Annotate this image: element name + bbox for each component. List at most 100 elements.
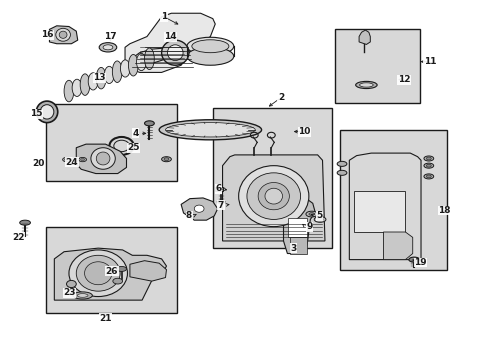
Bar [288,218,306,237]
Text: 10: 10 [297,127,310,136]
Ellipse shape [408,257,419,262]
Ellipse shape [103,45,113,50]
Ellipse shape [426,175,430,178]
Ellipse shape [117,266,126,271]
Ellipse shape [167,45,183,60]
Bar [46,226,176,314]
Ellipse shape [36,101,58,123]
Ellipse shape [336,170,346,175]
Ellipse shape [423,174,433,179]
Polygon shape [125,13,215,72]
Ellipse shape [64,80,74,102]
Ellipse shape [165,123,255,137]
Text: 19: 19 [413,258,426,267]
Ellipse shape [161,157,171,162]
Ellipse shape [79,157,86,162]
Ellipse shape [159,120,261,140]
Ellipse shape [128,54,138,76]
Ellipse shape [72,79,81,96]
Ellipse shape [81,158,84,161]
Text: 7: 7 [217,201,224,210]
Text: 16: 16 [41,30,54,39]
Polygon shape [348,153,420,260]
Ellipse shape [264,188,282,204]
Polygon shape [290,237,306,253]
Ellipse shape [62,157,70,162]
Ellipse shape [112,61,122,82]
Text: 3: 3 [289,244,296,253]
Text: 17: 17 [104,32,117,41]
Ellipse shape [113,278,122,284]
Text: 26: 26 [105,267,118,276]
Ellipse shape [246,173,300,220]
Ellipse shape [80,74,90,95]
Ellipse shape [66,280,76,288]
Ellipse shape [59,31,67,39]
Ellipse shape [99,42,117,52]
Polygon shape [54,248,166,300]
Ellipse shape [77,294,88,297]
Text: 22: 22 [12,233,25,242]
Ellipse shape [71,157,79,162]
Ellipse shape [426,157,430,160]
Ellipse shape [216,188,222,191]
Text: 2: 2 [277,93,284,102]
Ellipse shape [191,40,228,53]
Text: 18: 18 [437,206,450,215]
Ellipse shape [104,66,114,84]
Polygon shape [132,46,186,66]
Ellipse shape [161,40,188,65]
Text: 5: 5 [316,211,322,220]
Ellipse shape [20,220,30,225]
Text: 9: 9 [306,222,312,231]
Text: 15: 15 [30,109,42,118]
Polygon shape [283,198,315,253]
Ellipse shape [69,250,127,297]
Ellipse shape [359,83,372,87]
Text: 1: 1 [161,12,167,21]
Ellipse shape [186,37,233,55]
Bar [353,191,405,232]
Ellipse shape [73,158,77,161]
Polygon shape [222,155,325,241]
Polygon shape [76,144,126,174]
Ellipse shape [186,47,233,65]
Text: 20: 20 [32,159,45,168]
Ellipse shape [144,48,154,69]
Ellipse shape [305,211,317,217]
Ellipse shape [76,255,120,291]
Text: 21: 21 [99,314,112,323]
Ellipse shape [317,218,323,221]
Ellipse shape [144,121,154,126]
Ellipse shape [73,292,92,299]
Ellipse shape [355,81,376,89]
Ellipse shape [238,166,308,226]
Ellipse shape [120,60,130,77]
Ellipse shape [136,53,146,71]
Bar [215,187,223,192]
Ellipse shape [91,148,115,169]
Ellipse shape [56,28,70,41]
Polygon shape [49,26,78,44]
Ellipse shape [426,164,430,167]
Ellipse shape [217,200,224,204]
Text: 14: 14 [163,32,176,41]
Text: 6: 6 [215,184,221,193]
Text: 12: 12 [397,75,409,84]
Circle shape [194,205,203,212]
Text: 24: 24 [65,158,78,167]
Polygon shape [130,261,166,281]
Ellipse shape [64,158,68,161]
Polygon shape [181,198,217,220]
Ellipse shape [96,152,110,165]
Text: 25: 25 [127,143,140,152]
Bar [46,104,176,181]
Ellipse shape [40,105,54,119]
Ellipse shape [88,73,98,90]
Text: 11: 11 [423,57,436,66]
Ellipse shape [84,262,112,285]
Polygon shape [383,232,412,260]
Text: 23: 23 [63,288,76,297]
Ellipse shape [258,183,289,210]
Ellipse shape [314,217,325,222]
